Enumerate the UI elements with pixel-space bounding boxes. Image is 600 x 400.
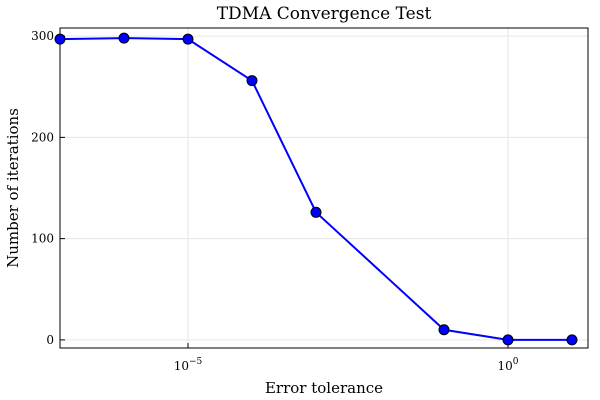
x-tick-label: 100 — [497, 357, 518, 373]
y-tick-label: 0 — [46, 333, 54, 347]
series-line — [59, 37, 572, 341]
data-point — [118, 32, 130, 44]
y-axis-ticks: 0 100 200 300 — [31, 29, 65, 347]
data-point — [438, 324, 450, 336]
data-point — [246, 75, 258, 87]
y-tick-label: 100 — [31, 232, 54, 246]
data-point — [54, 33, 66, 45]
grid-lines — [60, 28, 588, 348]
x-axis-ticks: 10−5 100 — [174, 343, 519, 373]
data-point — [502, 334, 514, 346]
plot-frame — [59, 27, 589, 349]
y-tick-label: 300 — [31, 29, 54, 43]
x-axis-label: Error tolerance — [265, 379, 383, 397]
data-point — [566, 334, 578, 346]
series-markers — [54, 32, 578, 346]
x-tick-label: 10−5 — [174, 357, 203, 373]
y-axis-label: Number of iterations — [4, 108, 22, 268]
y-tick-label: 200 — [31, 130, 54, 144]
data-point — [310, 206, 322, 218]
chart-title: TDMA Convergence Test — [217, 4, 432, 24]
data-point — [182, 33, 194, 45]
